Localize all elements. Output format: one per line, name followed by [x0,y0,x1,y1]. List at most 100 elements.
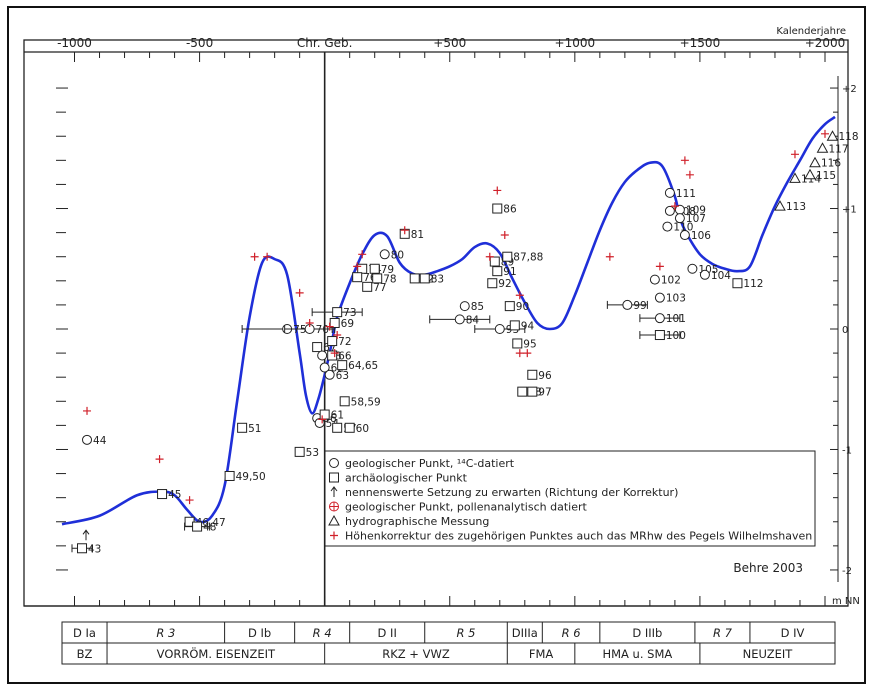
period-cell: VORRÖM. EISENZEIT [157,645,276,661]
point-label: 73 [343,307,356,319]
legend-plus [330,531,338,540]
data-point: 99 [606,299,648,312]
period-cell: NEUZEIT [743,647,794,661]
correction-mark [305,318,314,327]
point-label: 96 [538,370,552,382]
y-tick-label: +1 [842,205,857,216]
correction-mark [515,349,524,358]
data-point: 96 [527,369,552,382]
y-tick-label: 0 [842,325,848,336]
square-marker [332,422,343,433]
point-label: 101 [666,313,686,325]
point-label: 94 [521,320,535,332]
sea-level-curve [61,115,836,526]
data-point: 84 [429,314,491,326]
correction-mark [250,252,259,261]
y-tick-label: +2 [842,84,857,95]
square-marker [319,409,330,420]
square-marker [419,273,430,284]
correction-mark [680,156,689,165]
square-marker [409,273,420,284]
square-marker [654,330,665,341]
square-marker [489,256,500,267]
point-label: 64,65 [348,360,378,372]
point-label: 107 [686,213,706,225]
data-point: 86 [492,203,517,216]
x-tick-label: +500 [433,36,466,50]
circle-marker [654,313,665,324]
point-label: 66 [338,351,352,363]
data-point: 48 [184,521,216,534]
point-label: 117 [828,143,848,155]
data-point: 44 [82,434,107,447]
point-label: 100 [666,330,686,342]
correction-mark [83,406,92,415]
circle-marker [324,369,335,380]
period-cell: DIIIa [512,626,538,640]
point-label: 115 [816,170,836,182]
square-marker [527,369,538,380]
point-label: 49,50 [236,471,266,483]
point-label: 45 [168,489,181,501]
square-marker [224,470,235,481]
data-point: 110 [662,221,693,234]
point-label: 46,47 [196,517,226,529]
circle-marker [664,205,675,216]
square-marker [492,266,503,277]
correction-mark [330,349,339,358]
square-marker [504,301,515,312]
data-point: 78 [372,273,397,285]
data-point: 43 [71,543,101,555]
correction-mark [670,202,679,211]
circle-marker [654,292,665,303]
point-label: 111 [676,188,696,200]
legend-text: geologischer Punkt, ¹⁴C-datiert [345,457,515,470]
circle-marker [82,434,93,445]
center-label: Chr. Geb. [297,36,353,50]
period-cell: HMA u. SMA [602,647,672,661]
y-tick-label: -2 [842,566,852,577]
point-label: 106 [691,230,711,242]
x-tick-label: +1500 [680,36,721,50]
x-tick-label: +1000 [555,36,596,50]
point-label: 85 [471,301,484,313]
point-label: 90 [516,301,529,313]
correction-mark [493,186,502,195]
data-point: 116 [809,156,841,170]
correction-mark [263,252,272,261]
correction-mark [155,455,164,464]
period-cell: R 3 [156,626,175,640]
correction-mark [685,170,694,179]
correction-mark [820,129,829,138]
data-point: 61 [319,409,344,422]
square-marker [352,272,363,283]
point-label: 44 [93,435,107,447]
data-point: 118 [826,130,859,143]
point-label: 113 [786,201,806,213]
point-label: 84 [466,314,480,326]
triangle-marker [774,200,786,211]
square-marker [502,251,513,262]
data-point: 85 [459,301,484,313]
point-label: 51 [248,423,261,435]
point-label: 118 [838,131,858,143]
data-point: 91 [492,266,517,278]
credit-label: Behre 2003 [733,561,803,575]
data-point: 64,65 [337,360,378,372]
square-marker [337,360,348,371]
data-point: 83 [419,273,444,285]
data-point: 45 [157,489,181,501]
point-label: 43 [88,543,101,555]
data-point: 112 [732,278,763,290]
triangle-marker [826,130,839,141]
period-cell: FMA [529,647,554,661]
point-label: 78 [383,273,396,285]
correction-mark [523,349,532,358]
correction-mark [605,252,614,261]
data-point: 100 [639,330,686,342]
square-marker [512,338,523,349]
legend-arrow [330,486,338,497]
circle-marker [699,269,710,280]
data-point: 94 [509,320,535,332]
